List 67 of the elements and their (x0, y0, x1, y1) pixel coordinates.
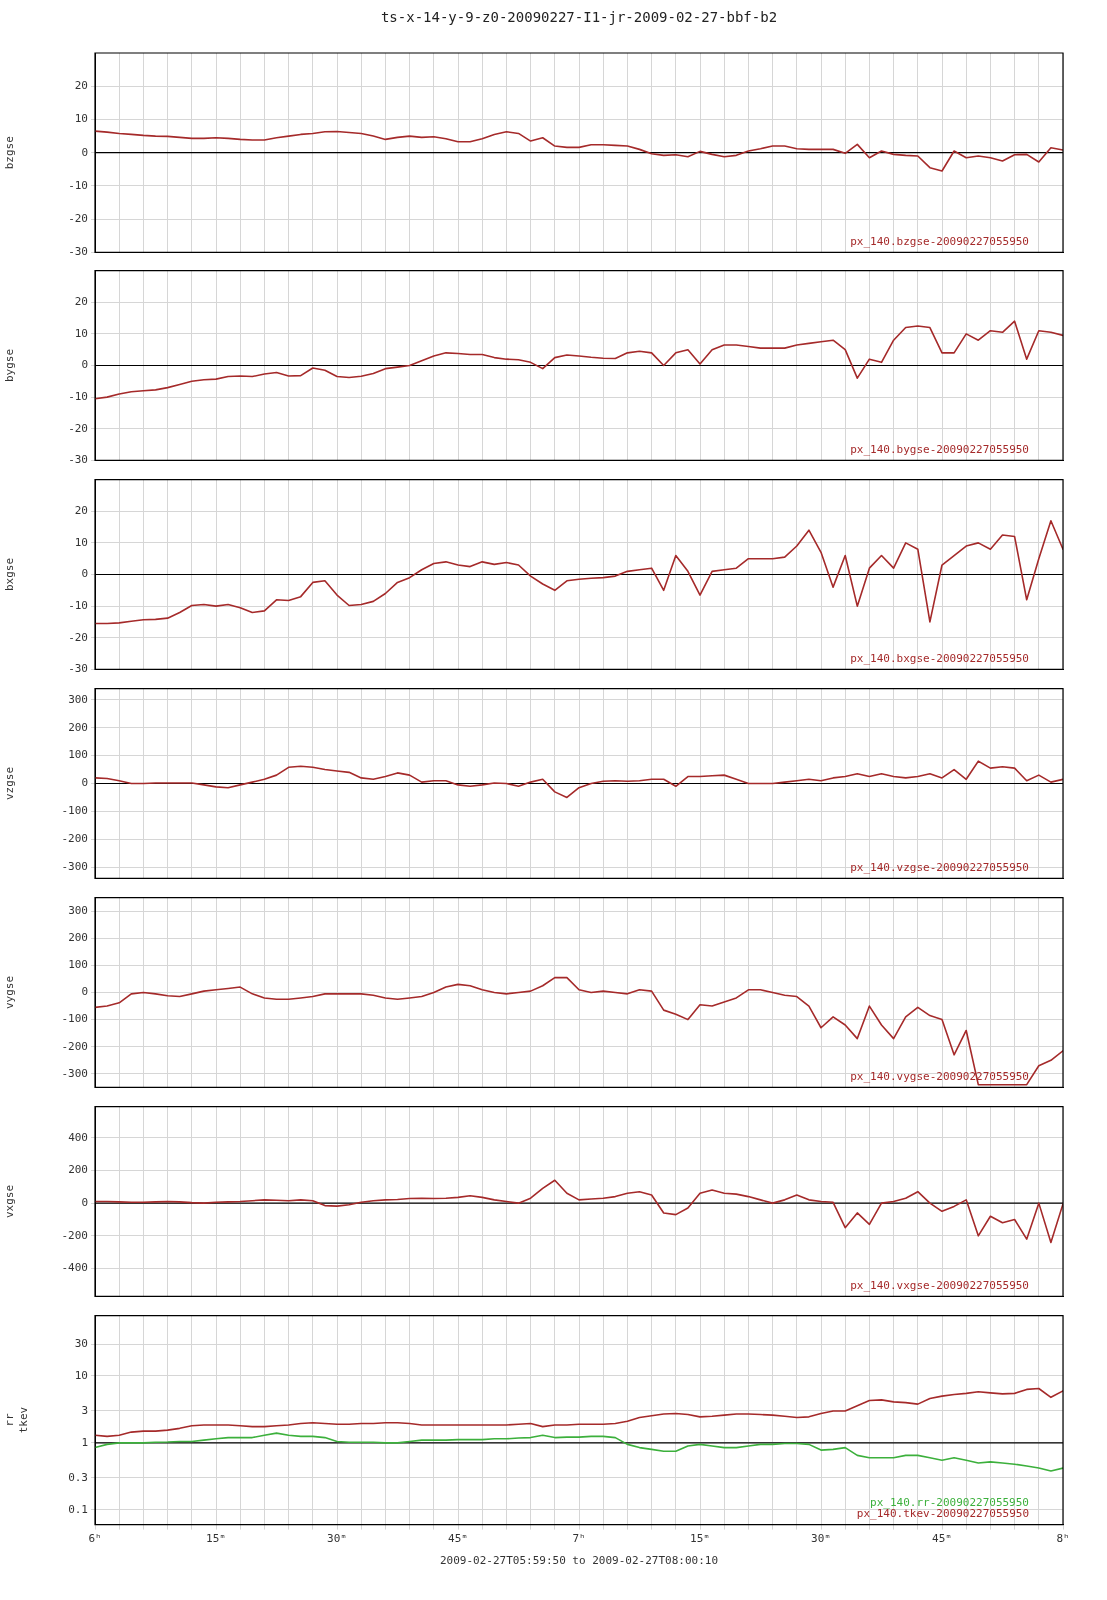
text: px_140.rr-20090227055950 (870, 1496, 1029, 1510)
y-tick-label: 10 (74, 326, 88, 340)
y-tick-label: -300 (61, 1066, 88, 1080)
text: px_140.vxgse-20090227055950 (850, 1279, 1029, 1293)
y-axis-title: bygse (3, 348, 17, 383)
y-tick-label: -400 (61, 1261, 88, 1275)
y-axis-title: bzgse (3, 136, 17, 170)
y-tick-label: -20 (68, 212, 88, 226)
y-tick-label: -30 (68, 662, 88, 676)
y-tick-label: 0 (81, 567, 88, 581)
y-tick-label: 0 (81, 1196, 88, 1209)
y-tick-label: -10 (68, 178, 88, 192)
y-tick-label: 0.1 (68, 1502, 88, 1516)
y-tick-label: -200 (61, 1039, 88, 1053)
x-tick-label: 30ᵐ (327, 1532, 347, 1546)
x-tick-label: 45ᵐ (448, 1532, 468, 1546)
y-tick-label: 400 (68, 1130, 88, 1144)
y-tick-label: 0 (81, 145, 88, 159)
y-tick-label: 3 (81, 1403, 88, 1417)
y-tick-label: -30 (68, 245, 88, 259)
y-tick-label: -200 (61, 832, 88, 846)
y-tick-label: 20 (74, 504, 88, 518)
y-tick-label: 1 (81, 1435, 88, 1449)
text: px_140.vzgse-20090227055950 (850, 861, 1029, 875)
text: px_140.bxgse-20090227055950 (850, 652, 1029, 666)
x-tick-label: 45ᵐ (932, 1532, 952, 1546)
text: px_140.bzgse-20090227055950 (850, 235, 1029, 249)
y-tick-label: 20 (74, 79, 88, 93)
y-tick-label: 300 (68, 692, 88, 706)
y-tick-label: 20 (74, 295, 88, 309)
y-tick-label: 30 (74, 1336, 88, 1350)
y-tick-label: -100 (61, 1012, 88, 1026)
y-tick-label: 10 (74, 1368, 88, 1382)
y-tick-label: 10 (74, 535, 88, 549)
x-tick-label: 6ʰ (88, 1532, 102, 1546)
y-tick-label: -10 (68, 598, 88, 612)
x-tick-label: 15ᵐ (690, 1532, 710, 1546)
y-tick-label: -200 (61, 1228, 88, 1242)
y-axis-title: bxgse (3, 557, 17, 592)
y-tick-label: 0 (81, 776, 88, 790)
y-tick-label: 0.3 (68, 1470, 88, 1484)
y-tick-label: 10 (74, 112, 88, 126)
y-tick-label: 0 (81, 358, 88, 372)
y-tick-label: 0 (81, 985, 88, 999)
y-tick-label: 200 (68, 1163, 88, 1177)
y-tick-label: -300 (61, 860, 88, 874)
y-axis-title: vxgse (3, 1184, 17, 1219)
y-tick-label: 100 (68, 748, 88, 762)
y-tick-label: 300 (68, 904, 88, 918)
x-tick-label: 8ʰ (1056, 1532, 1070, 1546)
x-axis-title: 2009-02-27T05:59:50 to 2009-02-27T08:00:10 (439, 1554, 719, 1568)
y-tick-label: -30 (68, 453, 88, 467)
y-tick-label: 200 (68, 931, 88, 945)
x-tick-label: 15ᵐ (206, 1532, 226, 1546)
text: px_140.bygse-20090227055950 (850, 443, 1029, 457)
y-axis-title: rr tkev (3, 1406, 30, 1434)
y-tick-label: -20 (68, 421, 88, 435)
y-tick-label: -100 (61, 804, 88, 818)
y-tick-label: 100 (68, 958, 88, 972)
chart-title: ts-x-14-y-9-z0-20090227-I1-jr-2009-02-27-bbf-b2 (380, 8, 778, 25)
x-tick-label: 7ʰ (572, 1532, 586, 1546)
y-axis-title: vzgse (3, 766, 17, 801)
y-tick-label: -20 (68, 630, 88, 644)
x-tick-label: 30ᵐ (811, 1532, 831, 1546)
y-tick-label: 200 (68, 720, 88, 734)
y-tick-label: -10 (68, 389, 88, 403)
y-axis-title: vygse (3, 975, 17, 1010)
